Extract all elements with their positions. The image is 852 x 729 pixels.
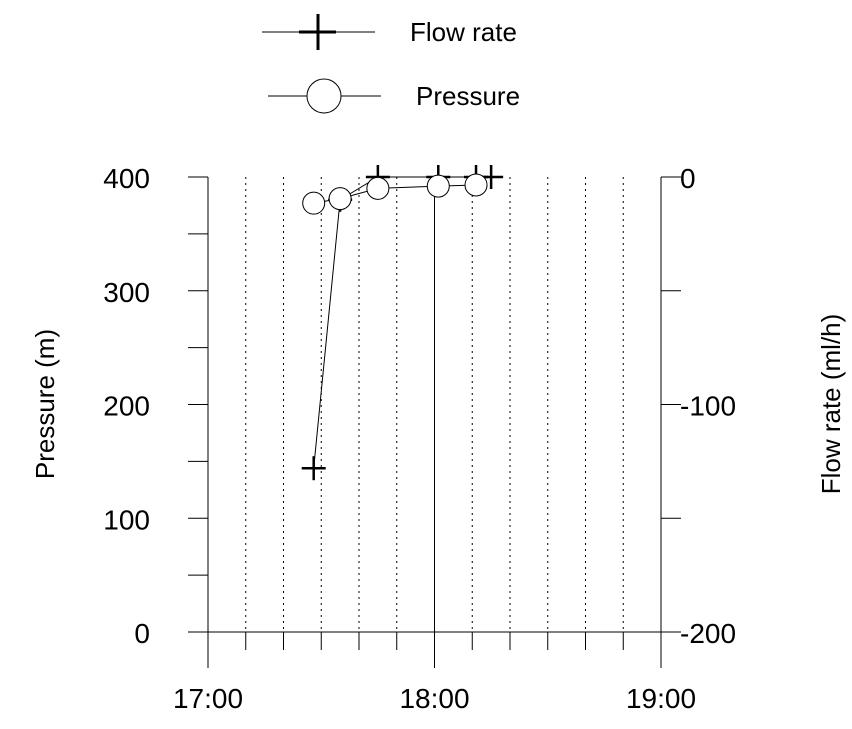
pressure-point (366, 176, 390, 200)
y-right-tick-label: -100 (680, 391, 736, 422)
legend-pressure-label: Pressure (416, 81, 520, 111)
legend-flow-marker (299, 14, 336, 50)
x-tick-label: 17:00 (173, 683, 243, 714)
y-right-axis-title: Flow rate (ml/h) (816, 314, 846, 495)
y-right-tick-label: 0 (680, 163, 696, 194)
grid (245, 177, 624, 632)
y-left-tick-label: 200 (103, 391, 150, 422)
y-left-tick-label: 100 (103, 504, 150, 535)
legend-flow-label: Flow rate (410, 17, 517, 47)
y-left-tick-label: 0 (134, 618, 150, 649)
y-right-tick-label: -200 (680, 618, 736, 649)
ticks: 0 100 200 300 400 -200 -100 0 17:00 18:00 19:00 (103, 163, 736, 714)
flow-rate-point (301, 456, 326, 481)
y-left-tick-label: 400 (103, 163, 150, 194)
series-layer (301, 165, 504, 481)
pressure-point (464, 173, 488, 197)
pressure-point (426, 174, 450, 198)
y-left-axis-title: Pressure (m) (30, 329, 60, 479)
pressure-point (328, 187, 352, 211)
y-left-tick-label: 300 (103, 277, 150, 308)
legend-pressure-marker (306, 78, 342, 114)
pressure-point (302, 191, 326, 215)
series-line-0 (313, 176, 492, 469)
legend: Flow rate Pressure (262, 14, 520, 114)
x-tick-label: 18:00 (399, 683, 469, 714)
x-tick-label: 19:00 (626, 683, 696, 714)
